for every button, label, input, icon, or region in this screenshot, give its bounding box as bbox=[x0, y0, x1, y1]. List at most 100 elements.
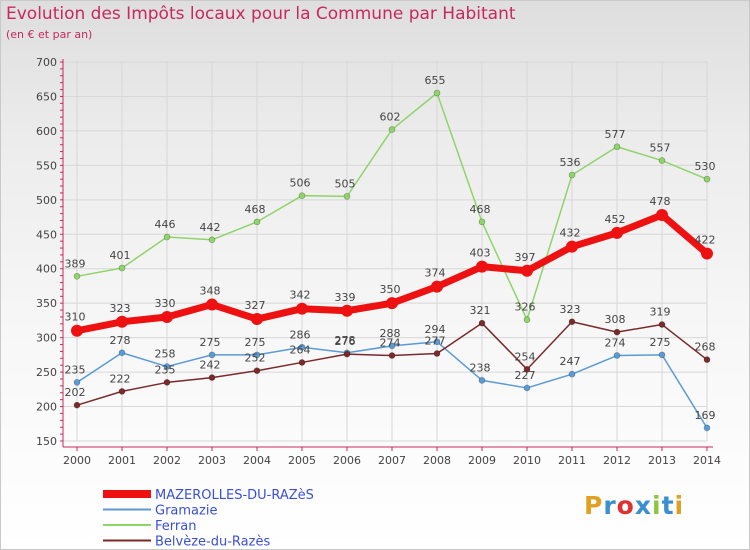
data-point bbox=[478, 319, 486, 327]
series-Ferran: 389 401 446 442 468 506 505 602 655 468 326 536 577 5… bbox=[65, 74, 716, 324]
logo-letter: i bbox=[652, 491, 662, 520]
data-label: 655 bbox=[425, 74, 446, 87]
data-point bbox=[208, 351, 216, 359]
data-label: 422 bbox=[695, 234, 716, 247]
data-point bbox=[118, 388, 126, 395]
data-label: 264 bbox=[290, 343, 311, 356]
data-label: 274 bbox=[380, 337, 401, 350]
data-label: 330 bbox=[155, 297, 176, 310]
series-Belvèze-du-Razès: 202 222 235 242 252 264 276 274 277 321 254 323 308 3… bbox=[65, 303, 716, 409]
data-label: 275 bbox=[650, 336, 671, 349]
y-tick-label: 200 bbox=[36, 401, 57, 414]
x-tick-label: 2007 bbox=[378, 454, 406, 467]
proxiti-logo: Proxiti bbox=[584, 491, 684, 520]
data-point bbox=[433, 338, 441, 346]
data-label: 202 bbox=[65, 386, 86, 399]
x-tick-label: 2000 bbox=[63, 454, 91, 467]
data-label: 446 bbox=[155, 218, 176, 231]
data-label: 326 bbox=[515, 301, 536, 314]
data-label: 274 bbox=[605, 337, 626, 350]
x-tick-label: 2014 bbox=[693, 454, 721, 467]
legend-label: Belvèze-du-Razès bbox=[155, 535, 270, 550]
data-label: 275 bbox=[200, 336, 221, 349]
data-point bbox=[566, 240, 578, 253]
data-point bbox=[163, 363, 171, 370]
data-point bbox=[388, 126, 396, 133]
data-point bbox=[341, 304, 353, 317]
data-label: 403 bbox=[470, 247, 491, 260]
data-label: 389 bbox=[65, 257, 86, 270]
data-label: 169 bbox=[695, 409, 716, 422]
data-label: 278 bbox=[335, 334, 356, 347]
data-label: 557 bbox=[650, 142, 671, 155]
data-point bbox=[478, 218, 486, 226]
data-label: 238 bbox=[470, 361, 491, 374]
data-point bbox=[433, 350, 441, 357]
x-tick-label: 2008 bbox=[423, 454, 451, 467]
data-label: 275 bbox=[245, 336, 266, 349]
y-tick-label: 550 bbox=[36, 159, 57, 172]
legend: MAZEROLLES-DU-RAZèSGramazieFerranBelvèze… bbox=[103, 488, 314, 549]
data-label: 577 bbox=[605, 128, 626, 141]
data-label: 222 bbox=[110, 372, 131, 385]
data-point bbox=[568, 171, 576, 179]
data-label: 277 bbox=[425, 334, 446, 347]
data-label: 308 bbox=[605, 313, 626, 326]
data-point bbox=[118, 264, 126, 272]
x-tick-label: 2011 bbox=[558, 454, 586, 467]
series-MAZEROLLES-DU-RAZèS: 310 323 330 348 327 342 339 350 374 403 397 432 452 4… bbox=[65, 195, 716, 337]
data-label: 321 bbox=[470, 304, 491, 317]
data-label: 323 bbox=[110, 302, 131, 315]
legend-label: Gramazie bbox=[155, 504, 217, 519]
legend-label: Ferran bbox=[155, 519, 196, 534]
y-tick-label: 150 bbox=[36, 435, 57, 448]
x-tick-label: 2001 bbox=[108, 454, 136, 467]
data-label: 258 bbox=[155, 348, 176, 361]
logo-letter: t bbox=[661, 491, 675, 520]
data-point bbox=[208, 236, 216, 244]
chart-subtitle: (en € et par an) bbox=[6, 28, 93, 41]
data-label: 294 bbox=[425, 323, 446, 336]
data-point bbox=[658, 157, 666, 164]
data-label: 468 bbox=[470, 203, 491, 216]
data-point bbox=[613, 328, 621, 336]
x-tick-label: 2009 bbox=[468, 454, 496, 467]
data-label: 442 bbox=[200, 221, 221, 234]
data-point bbox=[523, 316, 531, 324]
logo-letter: i bbox=[674, 491, 685, 520]
data-point bbox=[431, 280, 443, 293]
data-point bbox=[658, 351, 666, 359]
data-point bbox=[611, 226, 623, 239]
x-tick-label: 2002 bbox=[153, 454, 181, 467]
data-label: 505 bbox=[335, 177, 356, 190]
x-tick-label: 2003 bbox=[198, 454, 226, 467]
data-point bbox=[478, 377, 486, 384]
data-point bbox=[296, 302, 308, 315]
data-label: 276 bbox=[335, 335, 356, 348]
data-label: 397 bbox=[515, 251, 536, 264]
data-point bbox=[163, 233, 171, 241]
data-label: 468 bbox=[245, 203, 266, 216]
logo-letter: o bbox=[616, 491, 635, 520]
data-label: 478 bbox=[650, 195, 671, 208]
data-label: 288 bbox=[380, 327, 401, 340]
data-point bbox=[161, 310, 173, 323]
data-label: 342 bbox=[290, 289, 311, 302]
data-label: 602 bbox=[380, 111, 401, 124]
data-point bbox=[386, 297, 398, 310]
data-point bbox=[116, 315, 128, 328]
data-point bbox=[656, 208, 668, 221]
y-tick-label: 700 bbox=[36, 56, 57, 69]
data-point bbox=[658, 321, 666, 328]
data-label: 348 bbox=[200, 285, 221, 298]
data-point bbox=[163, 379, 171, 386]
y-tick-label: 250 bbox=[36, 366, 57, 379]
data-label: 452 bbox=[605, 213, 626, 226]
y-tick-label: 400 bbox=[36, 263, 57, 276]
data-point bbox=[343, 193, 351, 200]
data-point bbox=[118, 349, 126, 357]
data-point bbox=[433, 89, 441, 97]
data-point bbox=[703, 424, 711, 432]
data-label: 247 bbox=[560, 355, 581, 368]
data-point bbox=[703, 175, 711, 183]
